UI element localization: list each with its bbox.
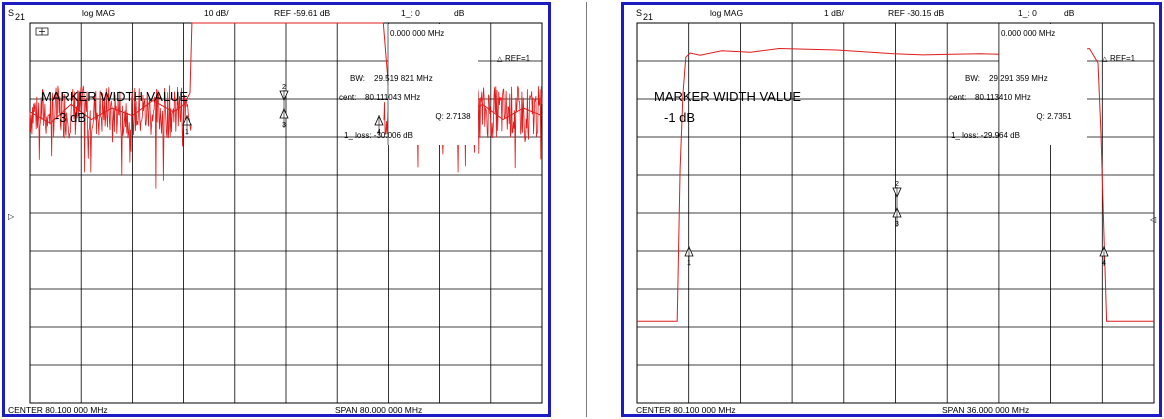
marker-frequency: 0.000 000 MHz <box>390 29 444 38</box>
reference-label: REF -59.61 dB <box>274 8 331 18</box>
marker-readout-box: 0.000 000 MHz BW: 29.519 821 MHz cent: 8… <box>339 24 478 145</box>
reference-delta-icon: △ <box>497 56 503 63</box>
marker-symbols: 1 2 3 4 <box>684 181 1109 267</box>
marker-label: 1 <box>185 129 189 136</box>
graticule <box>29 22 543 404</box>
annotation-value: -1 dB <box>664 110 695 125</box>
bw-value: 29.291 359 MHz <box>989 74 1048 83</box>
scale-label: 1 dB/ <box>824 8 844 18</box>
marker-symbols: 1 2 3 4 <box>182 84 384 136</box>
center-value: 80.111043 MHz <box>365 93 420 102</box>
marker-readout-box: 0.000 000 MHz BW: 29.291 359 MHz cent: 8… <box>949 24 1087 145</box>
bw-label: BW: <box>965 74 980 83</box>
annotation-title: MARKER WIDTH VALUE <box>41 89 188 104</box>
param-prefix: S <box>8 8 14 18</box>
right-analyzer-panel: S 21 log MAG 1 dB/ REF -30.15 dB 1_: 0 d… <box>621 2 1162 417</box>
marker-label: 3 <box>895 221 899 228</box>
marker-table-icon <box>35 27 49 36</box>
loss-value: 1_ loss: -30.006 dB <box>344 131 413 140</box>
marker-label: 4 <box>1102 260 1106 267</box>
marker-frequency: 0.000 000 MHz <box>1001 29 1055 38</box>
reference-marker: REF=1 <box>505 54 531 63</box>
channel-label: 1_: 0 <box>401 8 420 18</box>
channel-unit: dB <box>454 8 465 18</box>
reference-position-icon: ▷ <box>8 212 15 221</box>
center-frequency: CENTER 80.100 000 MHz <box>8 405 108 414</box>
left-analyzer-screen: S 21 log MAG 10 dB/ REF -59.61 dB 1_: 0 … <box>8 8 543 414</box>
q-value: Q: 2.7351 <box>1036 112 1072 121</box>
span-frequency: SPAN 36.000 000 MHz <box>942 405 1029 414</box>
panel-separator <box>586 2 587 417</box>
marker-label: 4 <box>377 129 381 136</box>
reference-position-icon: ◁ <box>1150 215 1157 224</box>
left-analyzer-panel: S 21 log MAG 10 dB/ REF -59.61 dB 1_: 0 … <box>2 2 551 417</box>
trace-line <box>637 47 1154 322</box>
param-index: 21 <box>643 12 653 22</box>
marker-label: 3 <box>282 122 286 129</box>
reference-marker: REF=1 <box>1110 54 1136 63</box>
marker-label: 1 <box>687 260 691 267</box>
loss-value: 1_ loss: -29.964 dB <box>951 131 1020 140</box>
annotation-title: MARKER WIDTH VALUE <box>654 89 801 104</box>
format-label: log MAG <box>710 8 743 18</box>
annotation-value: -3 dB <box>55 110 86 125</box>
center-value: 80.113410 MHz <box>975 93 1031 102</box>
bw-label: BW: <box>350 74 365 83</box>
bw-value: 29.519 821 MHz <box>374 74 433 83</box>
marker-label: 2 <box>895 181 899 188</box>
center-frequency: CENTER 80.100 000 MHz <box>636 405 736 414</box>
measurement-trace <box>637 47 1154 322</box>
q-value: Q: 2.7138 <box>435 112 471 121</box>
format-label: log MAG <box>82 8 115 18</box>
channel-label: 1_: 0 <box>1018 8 1037 18</box>
scale-label: 10 dB/ <box>204 8 229 18</box>
reference-label: REF -30.15 dB <box>888 8 945 18</box>
param-prefix: S <box>636 8 642 18</box>
center-label: cent: <box>949 93 966 102</box>
param-index: 21 <box>15 12 25 22</box>
trace-noise <box>29 85 192 189</box>
right-analyzer-screen: S 21 log MAG 1 dB/ REF -30.15 dB 1_: 0 d… <box>636 8 1157 414</box>
channel-unit: dB <box>1064 8 1075 18</box>
reference-delta-icon: △ <box>1102 56 1108 63</box>
span-frequency: SPAN 80.000 000 MHz <box>335 405 422 414</box>
center-label: cent: <box>339 93 356 102</box>
marker-label: 2 <box>282 84 286 91</box>
